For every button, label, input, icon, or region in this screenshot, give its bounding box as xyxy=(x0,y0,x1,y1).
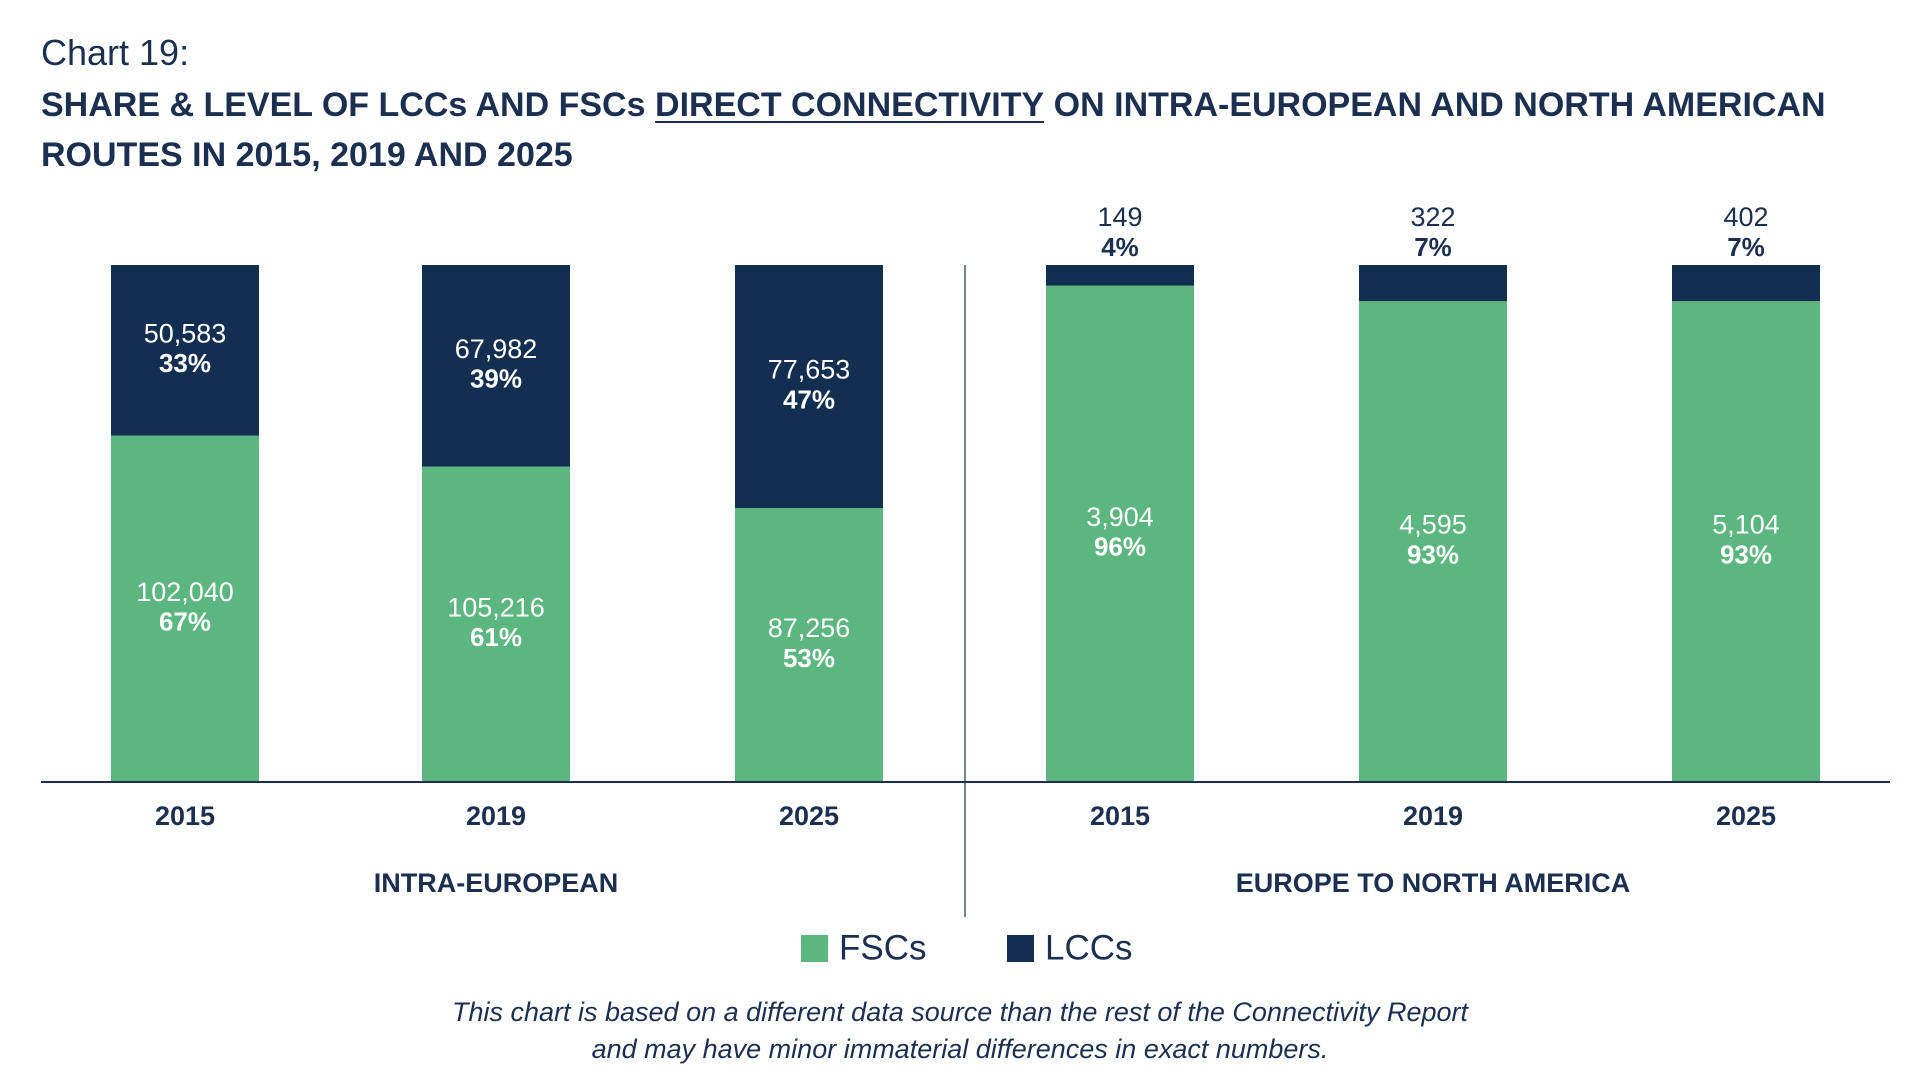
bar-segment xyxy=(1359,301,1507,782)
group-label: EUROPE TO NORTH AMERICA xyxy=(1236,868,1631,898)
value-label: 67% xyxy=(159,607,211,637)
x-tick-label: 2025 xyxy=(1716,801,1776,831)
count-label: 322 xyxy=(1410,202,1455,232)
count-label: 402 xyxy=(1723,202,1768,232)
value-label: 47% xyxy=(783,384,835,414)
count-label: 105,216 xyxy=(447,592,545,622)
group-label: INTRA-EUROPEAN xyxy=(374,868,619,898)
value-label: 39% xyxy=(470,364,522,394)
chart-number: Chart 19: xyxy=(41,32,190,73)
x-tick-label: 2015 xyxy=(1090,801,1150,831)
count-label: 3,904 xyxy=(1086,502,1154,532)
note-line: and may have minor immaterial difference… xyxy=(591,1034,1329,1064)
bar-segment xyxy=(111,435,259,782)
x-tick-label: 2015 xyxy=(155,801,215,831)
legend-label: FSCs xyxy=(839,928,927,967)
value-label: 7% xyxy=(1414,232,1452,262)
bar-segment xyxy=(1359,265,1507,302)
count-label: 5,104 xyxy=(1712,510,1780,540)
chart: 102,04067%50,58333%2015105,21661%67,9823… xyxy=(41,202,1890,967)
note-line: This chart is based on a different data … xyxy=(451,997,1469,1027)
legend-swatch xyxy=(801,935,828,962)
bar-segment xyxy=(1046,265,1194,286)
count-label: 50,583 xyxy=(144,318,227,348)
bar-segment xyxy=(1046,285,1194,782)
count-label: 87,256 xyxy=(768,613,851,643)
bar-segment xyxy=(422,265,570,467)
legend-label: LCCs xyxy=(1045,928,1133,967)
count-label: 102,040 xyxy=(136,577,234,607)
count-label: 67,982 xyxy=(455,334,538,364)
value-label: 93% xyxy=(1407,539,1459,569)
title-part: ROUTES IN 2015, 2019 AND 2025 xyxy=(41,136,573,174)
legend-swatch xyxy=(1007,935,1034,962)
chart-title: SHARE & LEVEL OF LCCs AND FSCs DIRECT CON… xyxy=(41,80,1901,180)
header: Chart 19: SHARE & LEVEL OF LCCs AND FSCs… xyxy=(41,30,1901,180)
value-label: 61% xyxy=(470,622,522,652)
bar-segment xyxy=(1672,301,1820,782)
bar-segment xyxy=(422,466,570,782)
count-label: 4,595 xyxy=(1399,510,1467,540)
bar-segment xyxy=(735,265,883,508)
bar-segment xyxy=(1672,265,1820,302)
value-label: 93% xyxy=(1720,539,1772,569)
x-tick-label: 2019 xyxy=(1403,801,1463,831)
footnote: This chart is based on a different data … xyxy=(0,994,1920,1068)
value-label: 53% xyxy=(783,643,835,673)
bar-segment xyxy=(111,265,259,436)
count-label: 77,653 xyxy=(768,355,851,385)
title-part: DIRECT CONNECTIVITY xyxy=(655,86,1045,124)
x-tick-label: 2019 xyxy=(466,801,526,831)
bar-segment xyxy=(735,507,883,782)
value-label: 96% xyxy=(1094,532,1146,562)
count-label: 149 xyxy=(1097,202,1142,232)
value-label: 7% xyxy=(1727,232,1765,262)
x-tick-label: 2025 xyxy=(779,801,839,831)
title-part: SHARE & LEVEL OF LCCs AND FSCs xyxy=(41,86,646,124)
value-label: 4% xyxy=(1101,232,1139,262)
title-part: ON INTRA-EUROPEAN AND NORTH AMERICAN xyxy=(1053,86,1826,124)
value-label: 33% xyxy=(159,348,211,378)
